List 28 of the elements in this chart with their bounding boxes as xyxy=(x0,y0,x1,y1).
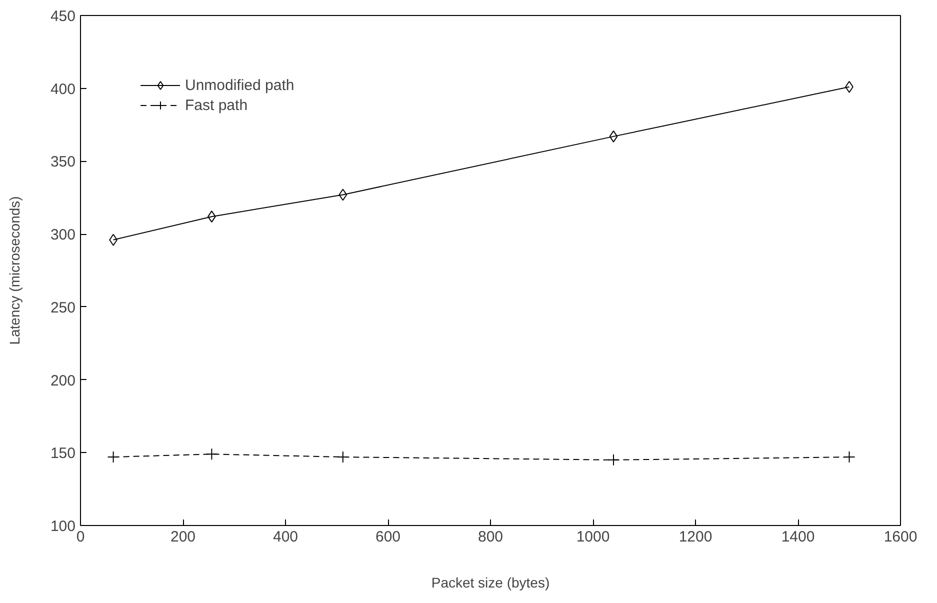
point xyxy=(609,130,618,142)
y-tick-label: 400 xyxy=(50,80,76,98)
point xyxy=(843,451,856,464)
y-tick-label: 100 xyxy=(50,518,76,535)
legend-label: Fast path xyxy=(185,96,248,114)
x-axis-title: Packet size (bytes) xyxy=(431,574,550,590)
y-tick-label: 150 xyxy=(50,445,76,462)
y-tick-label: 450 xyxy=(50,8,76,25)
y-tick-label: 350 xyxy=(50,154,76,171)
x-tick-label: 1200 xyxy=(678,528,712,546)
x-tick-label: 0 xyxy=(76,528,85,546)
point xyxy=(338,188,348,201)
y-axis-title: Latency (microseconds) xyxy=(6,196,22,345)
point xyxy=(608,454,620,466)
x-tick-label: 1600 xyxy=(884,528,918,546)
x-tick-label: 200 xyxy=(170,528,196,546)
y-tick-label: 300 xyxy=(50,226,76,244)
x-tick-label: 600 xyxy=(375,528,401,546)
x-tick-label: 800 xyxy=(478,528,504,546)
y-tick-label: 200 xyxy=(50,372,76,390)
point xyxy=(107,451,120,464)
point xyxy=(206,448,218,460)
x-tick-label: 1000 xyxy=(576,528,610,546)
x-tick-label: 1400 xyxy=(781,528,815,546)
legend-label: Unmodified path xyxy=(185,76,294,94)
y-tick-label: 250 xyxy=(50,299,76,316)
point xyxy=(336,451,349,464)
x-tick-label: 400 xyxy=(272,528,298,546)
